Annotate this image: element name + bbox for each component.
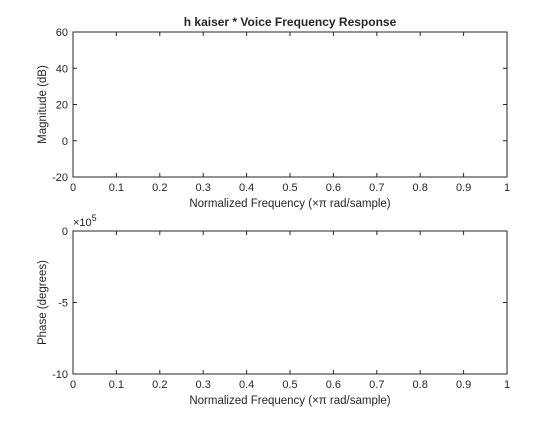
mag-ytick-label: -20 [52,172,68,184]
mag-x-axis-label: Normalized Frequency (×π rad/sample) [189,198,390,210]
mag-axes-box [72,31,508,178]
magnitude-plot: 0 0.1 0.2 0.3 0.4 0.5 0.6 0.7 0.8 0.9 1-200204060h… [37,15,510,210]
phase-xtick-label: 1 [504,379,510,391]
mag-ytick-label: 0 [62,136,68,148]
mag-y-axis-label: Magnitude (dB) [37,65,49,144]
phase-xtick-label: 0.8 [413,379,428,391]
phase-xtick-label: 0.5 [282,379,297,391]
mag-xtick-label: 0.5 [282,182,297,194]
phase-x-axis-label: Normalized Frequency (×π rad/sample) [189,395,390,407]
phase-xtick-label: 0.2 [152,379,167,391]
mag-ytick-label: 20 [56,100,68,112]
mag-xtick-label: 0.9 [456,182,471,194]
phase-xtick-label: 0.6 [326,379,341,391]
mag-xtick-label: 0.4 [239,182,254,194]
mag-xtick-label: 0.1 [109,182,124,194]
phase-xtick-label: 0.1 [109,379,124,391]
mag-xtick-label: 0 [70,182,76,194]
phase-axes-box [72,230,508,375]
phase-xtick-label: 0.3 [196,379,211,391]
mag-chart-title: h kaiser * Voice Frequency Response [184,15,397,29]
phase-xtick-label: 0 [70,379,76,391]
mag-xtick-label: 0.7 [369,182,384,194]
mag-ytick-label: 40 [56,63,68,75]
mag-xtick-label: 0.8 [413,182,428,194]
phase-exponent-label: ×105 [73,213,97,229]
phase-plot: 0 0.1 0.2 0.3 0.4 0.5 0.6 0.7 0.8 0.9 1 -10 -5 0 ×105 N… [37,213,510,407]
phase-xtick-label: 0.4 [239,379,254,391]
phase-y-axis-label: Phase (degrees) [37,260,49,345]
phase-xtick-label: 0.7 [369,379,384,391]
mag-xtick-label: 1 [504,182,510,194]
mag-ytick-label: 60 [56,27,68,39]
phase-ytick-label: -10 [52,369,68,381]
mag-xtick-label: 0.3 [196,182,211,194]
phase-xtick-label: 0.9 [456,379,471,391]
phase-exponent-power: 5 [92,213,97,223]
mag-xtick-label: 0.2 [152,182,167,194]
phase-ytick-label: -5 [58,298,68,310]
mag-xtick-label: 0.6 [326,182,341,194]
phase-ytick-label: 0 [62,226,68,238]
